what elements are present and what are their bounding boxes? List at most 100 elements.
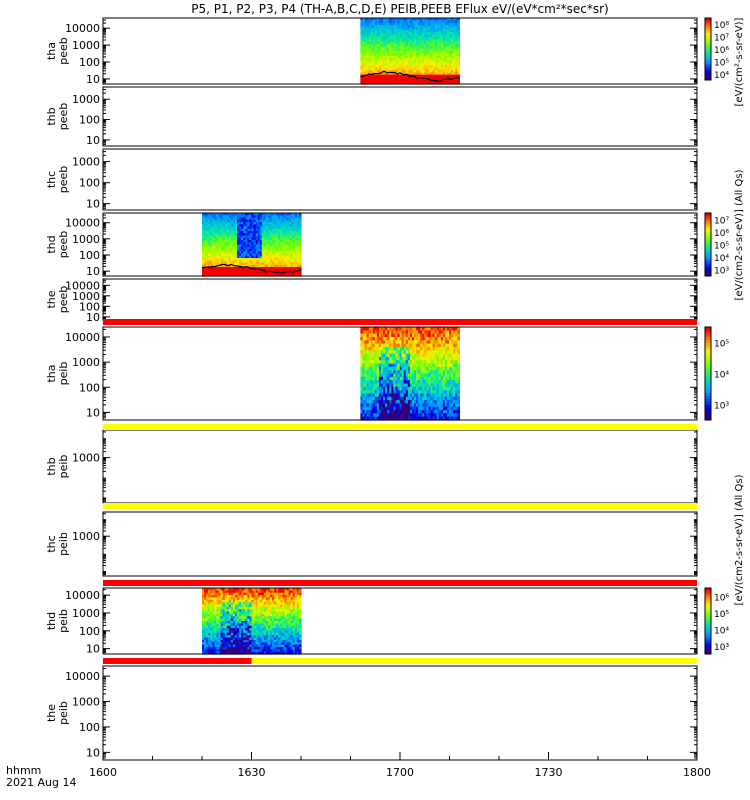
spectrogram-cell	[451, 380, 454, 385]
spectrogram-cell	[232, 235, 236, 239]
spectrogram-cell	[280, 228, 284, 232]
spectrogram-cell	[224, 242, 228, 246]
spectrogram-cell	[230, 219, 234, 223]
spectrogram-cell	[370, 51, 374, 54]
spectrogram-cell	[206, 215, 209, 219]
spectrogram-cell	[397, 32, 401, 36]
spectrogram-cell	[368, 76, 372, 80]
spectrogram-cell	[216, 621, 220, 624]
spectrogram-cell	[261, 213, 265, 216]
spectrogram-cell	[405, 380, 409, 385]
spectrogram-cell	[416, 81, 419, 85]
spectrogram-cell	[374, 330, 378, 335]
spectrogram-cell	[391, 79, 394, 83]
spectrogram-cell	[416, 336, 419, 341]
spectrogram-cell	[294, 249, 298, 252]
spectrogram-cell	[222, 240, 226, 243]
spectrogram-cell	[391, 363, 394, 368]
spectrogram-cell	[235, 240, 238, 243]
spectrogram-cell	[206, 260, 209, 264]
spectrogram-cell	[378, 62, 382, 66]
spectrogram-cell	[374, 400, 378, 404]
spectrogram-cell	[239, 255, 242, 259]
spectrogram-cell	[368, 376, 372, 381]
spectrogram-cell	[220, 609, 224, 613]
spectrogram-cell	[232, 231, 236, 234]
spectrogram-cell	[418, 330, 421, 335]
spectrogram-cell	[389, 72, 392, 76]
spectrogram-cell	[381, 58, 384, 62]
spectrogram-cell	[253, 242, 257, 246]
spectrogram-cell	[407, 336, 411, 341]
spectrogram-cell	[424, 32, 427, 36]
spectrogram-cell	[457, 400, 460, 404]
spectrogram-cell	[290, 246, 294, 250]
spectrogram-cell	[401, 410, 405, 414]
spectrogram-cell	[360, 79, 364, 83]
spectrogram-cell	[374, 43, 378, 47]
spectrogram-cell	[278, 258, 281, 261]
spectrogram-cell	[403, 18, 407, 21]
spectrogram-cell	[362, 18, 366, 21]
spectrogram-cell	[268, 262, 271, 266]
spectrogram-cell	[374, 79, 378, 83]
spectrogram-cell	[418, 353, 421, 358]
spectrogram-cell	[420, 34, 423, 38]
spectrogram-cell	[378, 48, 382, 52]
spectrogram-cell	[399, 60, 403, 64]
spectrogram-cell	[206, 244, 209, 248]
spectrogram-cell	[436, 60, 440, 64]
spectrogram-cell	[383, 72, 386, 76]
colorbar-cell	[705, 246, 711, 250]
colorbar-cell	[705, 215, 711, 218]
spectrogram-cell	[426, 386, 430, 391]
spectrogram-cell	[257, 255, 261, 259]
spectrogram-cell	[405, 20, 409, 24]
spectrogram-cell	[393, 27, 397, 31]
spectrogram-cell	[368, 413, 372, 418]
spectrogram-cell	[218, 606, 222, 610]
spectrogram-cell	[426, 51, 430, 54]
spectrogram-cell	[208, 644, 211, 648]
spectrogram-cell	[383, 41, 386, 45]
spectrogram-cell	[220, 233, 224, 237]
spectrogram-cell	[426, 396, 430, 401]
spectrogram-cell	[451, 39, 454, 43]
spectrogram-cell	[440, 393, 444, 398]
spectrogram-cell	[374, 360, 378, 365]
colorbar-cell	[705, 364, 711, 368]
spectrogram-cell	[220, 237, 224, 241]
spectrogram-cell	[284, 262, 288, 266]
spectrogram-cell	[426, 27, 430, 31]
spectrogram-cell	[208, 253, 211, 257]
spectrogram-cell	[280, 273, 284, 277]
spectrogram-cell	[391, 360, 394, 365]
spectrogram-cell	[447, 416, 450, 421]
spectrogram-cell	[290, 240, 294, 243]
spectrogram-cell	[444, 46, 448, 50]
spectrogram-cell	[409, 416, 413, 421]
spectrogram-cell	[368, 350, 372, 355]
spectrogram-cell	[424, 333, 427, 338]
spectrogram-cell	[387, 32, 390, 36]
spectrogram-cell	[202, 635, 205, 639]
spectrogram-cell	[360, 43, 364, 47]
spectrogram-cell	[232, 273, 236, 277]
spectrogram-cell	[436, 393, 440, 398]
spectrogram-cell	[210, 599, 213, 603]
spectrogram-cell	[387, 51, 390, 54]
spectrogram-cell	[220, 222, 224, 225]
spectrogram-cell	[366, 393, 370, 398]
spectrogram-cell	[243, 258, 246, 261]
spectrogram-cell	[451, 81, 454, 85]
spectrogram-cell	[366, 333, 370, 338]
spectrogram-cell	[401, 390, 405, 395]
spectrogram-cell	[451, 406, 454, 411]
spectrogram-cell	[457, 366, 460, 371]
spectrogram-cell	[405, 383, 409, 388]
spectrogram-cell	[438, 333, 442, 338]
spectrogram-cell	[278, 267, 281, 270]
spectrogram-cell	[457, 46, 460, 50]
spectrogram-cell	[372, 330, 376, 335]
spectrogram-cell	[393, 376, 397, 381]
